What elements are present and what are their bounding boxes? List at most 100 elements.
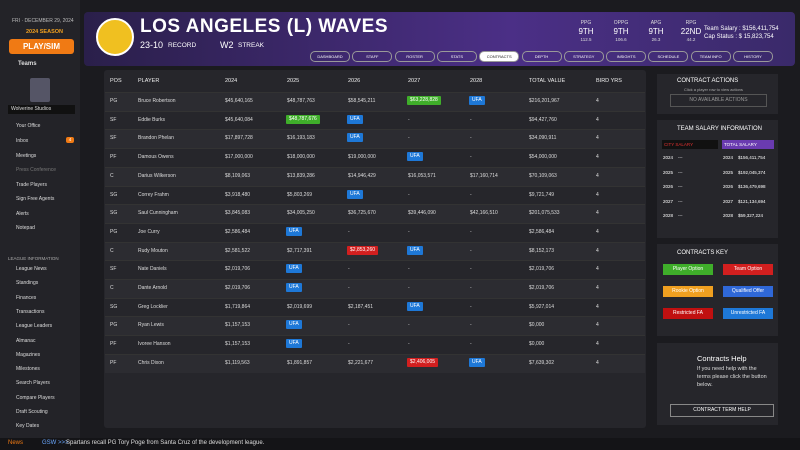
nav-item[interactable]: Sign Free Agents <box>16 196 55 202</box>
column-header[interactable]: PLAYER <box>138 78 160 84</box>
studio[interactable]: Wolverine Studios <box>8 105 75 114</box>
nav-item[interactable]: Press Conference <box>16 167 57 173</box>
cell: 4 <box>596 154 599 161</box>
nav-item[interactable]: Almanac <box>16 337 36 344</box>
nav-item[interactable]: Alerts <box>16 211 29 217</box>
contract-tag: UFA <box>347 114 363 124</box>
nav-item[interactable]: Notepad <box>16 225 35 231</box>
tab[interactable]: DEPTH <box>521 51 562 62</box>
salary-cell: 2024 <box>663 155 674 160</box>
nav-item[interactable]: Magazines <box>16 351 41 358</box>
column-header[interactable]: 2028 <box>470 78 483 84</box>
nav-item[interactable]: Finances <box>16 294 37 301</box>
cell: Damous Owens <box>138 154 174 161</box>
cell: 4 <box>596 266 599 273</box>
row[interactable] <box>105 222 645 242</box>
nav-item[interactable]: Meetings <box>16 153 37 159</box>
cell: SG <box>110 210 118 217</box>
contract-tag: UFA <box>286 264 302 274</box>
row[interactable] <box>105 92 645 111</box>
column-header[interactable]: 2024 <box>225 78 238 84</box>
tab[interactable]: STRATEGY <box>563 51 604 62</box>
column-header[interactable]: BIRD YRS <box>596 78 622 84</box>
nav-item[interactable]: Standings <box>16 280 39 287</box>
cell: $1,719,864 <box>225 303 251 310</box>
cell: SF <box>110 266 117 273</box>
row[interactable] <box>105 166 645 186</box>
nav-item[interactable]: League Leaders <box>16 323 53 330</box>
nav-item[interactable]: Key Dates <box>16 423 40 430</box>
nav-item[interactable]: Draft Scouting <box>16 409 48 415</box>
salary-cell: --- <box>678 213 683 218</box>
cell: $2,586,484 <box>225 228 251 235</box>
nav-item[interactable]: Compare Players <box>16 394 55 401</box>
row[interactable] <box>105 204 645 224</box>
nav-item[interactable]: League News <box>16 266 47 272</box>
nav-item[interactable]: Transactions <box>16 308 45 315</box>
cell: 4 <box>596 303 599 310</box>
column-header[interactable]: POS <box>110 78 122 84</box>
row[interactable] <box>105 110 645 130</box>
stat-value: 26.3 <box>651 37 661 42</box>
cell: $2,581,522 <box>225 247 251 254</box>
row[interactable] <box>105 279 645 298</box>
tab[interactable]: DASHBOARD <box>310 51 350 62</box>
cell: - <box>470 247 472 254</box>
row[interactable] <box>105 353 645 373</box>
nav-item[interactable]: Milestones <box>16 366 40 373</box>
cell: $1,157,153 <box>225 322 251 329</box>
play-button[interactable]: PLAY/SIM <box>9 39 74 54</box>
nav-item[interactable]: Trade Players <box>16 182 47 188</box>
cell: Greg Locklier <box>138 303 168 310</box>
key-chip: Unrestricted FA <box>723 308 773 319</box>
tab[interactable]: HISTORY <box>733 51 773 62</box>
stat-rank: 9TH <box>578 27 594 36</box>
cell: $18,000,000 <box>287 154 315 161</box>
column-header[interactable]: 2025 <box>287 78 300 84</box>
row[interactable] <box>105 335 645 355</box>
cell: Ryan Lewis <box>138 322 164 329</box>
panel-title: TEAM SALARY INFORMATION <box>677 126 763 132</box>
cell: $5,927,014 <box>529 303 555 310</box>
league-header: LEAGUE INFORMATION <box>8 256 59 261</box>
cell: 4 <box>596 247 599 254</box>
column-header[interactable]: 2026 <box>348 78 361 84</box>
row[interactable] <box>105 260 645 280</box>
cell: Brandon Phelan <box>138 135 174 142</box>
cell: $2,187,451 <box>348 303 374 310</box>
tab[interactable]: INSIGHTS <box>606 51 647 62</box>
actions-button[interactable]: NO AVAILABLE ACTIONS <box>670 94 767 107</box>
cell: $58,545,211 <box>348 98 376 104</box>
team-name: LOS ANGELES (L) WAVES <box>140 16 389 37</box>
cell: 4 <box>596 135 599 142</box>
row[interactable] <box>105 297 645 317</box>
cell: $94,427,760 <box>529 116 557 123</box>
stat-value: 106.6 <box>615 37 627 42</box>
salary-header: TOTAL SALARY <box>722 140 774 149</box>
tab[interactable]: STAFF <box>352 51 393 62</box>
salary-cell: 2025 <box>663 169 674 175</box>
nav-item[interactable]: Search Players <box>16 380 50 387</box>
streak-label: STREAK <box>238 42 265 49</box>
cell: $16,053,571 <box>408 172 436 179</box>
tab[interactable]: STATS <box>436 51 477 62</box>
teams[interactable]: Teams <box>18 61 37 67</box>
row[interactable] <box>105 185 645 205</box>
nav-item[interactable]: Inbox <box>16 138 29 144</box>
cell: Nate Daniels <box>138 266 167 273</box>
tab[interactable]: ROSTER <box>394 51 435 62</box>
record: 23-10 <box>140 40 164 50</box>
date: FRI · DECEMBER 29, 2024 <box>12 18 74 24</box>
column-header[interactable]: TOTAL VALUE <box>529 78 566 84</box>
nav-item[interactable]: Your Office <box>16 123 41 129</box>
row[interactable] <box>105 316 645 336</box>
column-header[interactable]: 2027 <box>408 78 421 84</box>
row[interactable] <box>105 129 645 149</box>
cell: PF <box>110 154 117 161</box>
tab[interactable]: CONTRACTS <box>479 51 520 62</box>
row[interactable] <box>105 148 645 168</box>
tab[interactable]: SCHEDULE <box>648 51 689 62</box>
contract-tag: $48,787,676 <box>286 114 320 124</box>
tab[interactable]: TEAM INFO <box>690 51 731 62</box>
help-button[interactable]: CONTRACT TERM HELP <box>670 404 774 417</box>
